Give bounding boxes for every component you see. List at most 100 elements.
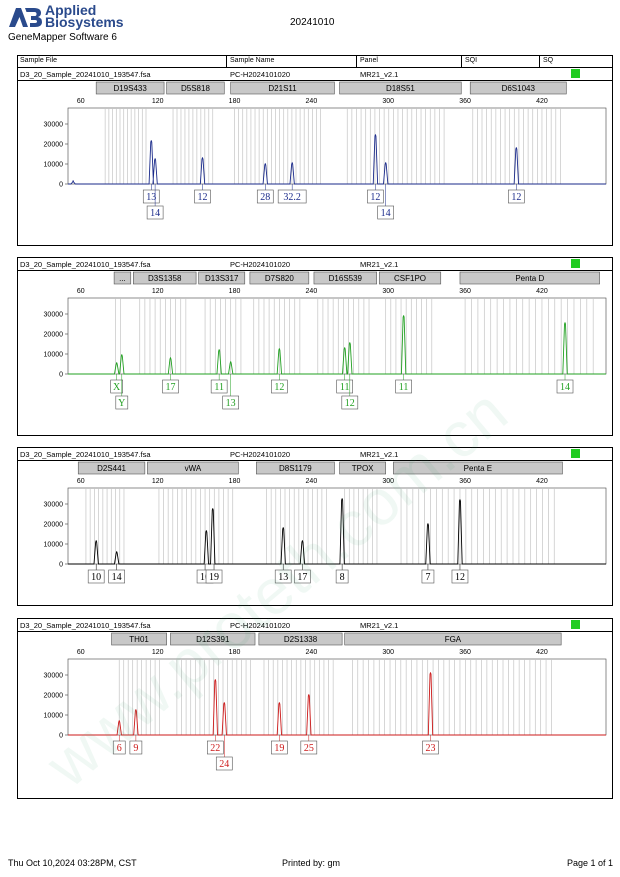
sample-file-name: D3_20_Sample_20241010_193547.fsa — [20, 70, 151, 79]
peak — [427, 523, 429, 525]
peak — [121, 354, 123, 356]
allele-call-label: 17 — [297, 572, 307, 583]
allele-call-label: Y — [118, 398, 125, 409]
x-tick-label: 240 — [306, 288, 318, 295]
electropherogram-plot: ... D3S1358 D13S317 D7S820 D16S539 CSF1PO Pent… — [44, 271, 607, 410]
x-tick-label: 60 — [77, 288, 85, 295]
x-tick-label: 240 — [306, 478, 318, 485]
y-tick-label: 10000 — [44, 713, 64, 720]
sample-row: D3_20_Sample_20241010_193547.fsa PC-H202… — [18, 68, 612, 81]
column-panel: Panel — [360, 57, 378, 64]
marker-label: CSF1PO — [394, 274, 426, 283]
allele-call-box — [215, 756, 233, 771]
allele-call-box — [115, 395, 129, 410]
x-tick-label: 120 — [152, 649, 164, 656]
allele-call-label: 12 — [345, 398, 355, 409]
signal-trace — [68, 671, 606, 736]
allele-call-box — [395, 379, 412, 394]
allele-call-box — [207, 740, 224, 755]
allele-call-box — [274, 569, 292, 584]
allele-call-box — [210, 379, 228, 394]
peak — [150, 140, 152, 142]
allele-call-label: 12 — [511, 192, 521, 203]
peak — [429, 672, 432, 674]
plot-frame — [67, 297, 607, 375]
peak — [218, 349, 220, 351]
peak — [564, 322, 566, 324]
marker-label: D8S1179 — [279, 464, 312, 473]
allele-call-label: 19 — [274, 743, 284, 754]
signal-trace — [68, 314, 606, 375]
x-tick-label: 240 — [306, 98, 318, 105]
peak — [230, 361, 232, 363]
allele-call-label: 13 — [146, 192, 156, 203]
x-tick-label: 120 — [152, 98, 164, 105]
marker-bar — [339, 461, 386, 475]
peak — [154, 158, 156, 160]
allele-call-box — [162, 379, 179, 394]
x-tick-label: 420 — [536, 478, 548, 485]
sample-row: D3_20_Sample_20241010_193547.fsa PC-H202… — [18, 258, 612, 271]
y-tick-label: 20000 — [44, 142, 64, 149]
allele-call-label: 14 — [381, 208, 391, 219]
allele-call-box — [277, 189, 307, 204]
marker-label: Penta E — [464, 464, 492, 473]
allele-call-label: 24 — [219, 759, 229, 770]
x-tick-label: 60 — [77, 478, 85, 485]
marker-bar — [258, 632, 343, 646]
peak — [344, 347, 346, 349]
allele-call-box — [556, 379, 574, 394]
allele-call-box — [421, 569, 435, 584]
marker-label: ... — [119, 274, 126, 283]
allele-call-box — [87, 569, 105, 584]
allele-call-label: 17 — [165, 382, 175, 393]
column-sqi: SQI — [465, 57, 478, 64]
x-tick-label: 420 — [536, 649, 548, 656]
allele-call-box — [451, 569, 469, 584]
software-name: GeneMapper Software 6 — [8, 32, 117, 43]
x-tick-label: 180 — [229, 478, 241, 485]
marker-label: FGA — [445, 635, 462, 644]
allele-call-box — [508, 189, 525, 204]
peak — [403, 315, 405, 317]
y-tick-label: 10000 — [44, 352, 64, 359]
electropherogram-panel-black: D3_20_Sample_20241010_193547.fsa PC-H202… — [17, 447, 613, 606]
x-tick-label: 180 — [229, 649, 241, 656]
marker-label: D2S1338 — [284, 635, 318, 644]
allele-call-label: 23 — [426, 743, 436, 754]
x-tick-label: 300 — [382, 478, 394, 485]
x-tick-label: 420 — [536, 98, 548, 105]
allele-call-label: 16 — [200, 572, 210, 583]
peak — [264, 163, 266, 165]
y-tick-label: 30000 — [44, 502, 64, 509]
allele-call-label: 19 — [209, 572, 219, 583]
peak — [341, 498, 343, 500]
electropherogram-panel-green: D3_20_Sample_20241010_193547.fsa PC-H202… — [17, 257, 613, 436]
marker-bar — [77, 461, 146, 475]
panel-name: MR21_v2.1 — [360, 621, 399, 630]
sample-file-name: D3_20_Sample_20241010_193547.fsa — [20, 260, 151, 269]
allele-call-label: 14 — [112, 572, 122, 583]
allele-call-label: 14 — [560, 382, 570, 393]
allele-call-box — [367, 189, 384, 204]
printed-timestamp: Thu Oct 10,2024 03:28PM, CST — [8, 858, 137, 868]
marker-bar — [339, 81, 462, 95]
allele-call-label: 11 — [340, 382, 350, 393]
sizing-quality-green-icon — [571, 259, 580, 268]
allele-call-label: 13 — [226, 398, 236, 409]
marker-bar — [166, 81, 225, 95]
allele-call-box — [110, 379, 123, 394]
peak — [282, 527, 284, 529]
peak — [116, 551, 118, 553]
electropherogram-panel-blue: D3_20_Sample_20241010_193547.fsa PC-H202… — [17, 67, 613, 246]
brand-name: Applied Biosystems — [45, 3, 124, 29]
allele-call-label: 9 — [133, 743, 138, 754]
peak — [515, 147, 517, 149]
marker-label: D5S818 — [181, 84, 210, 93]
panel-name: MR21_v2.1 — [360, 450, 399, 459]
marker-label: vWA — [185, 464, 202, 473]
x-tick-label: 360 — [459, 288, 471, 295]
allele-call-label: 6 — [117, 743, 122, 754]
x-tick-label: 360 — [459, 649, 471, 656]
